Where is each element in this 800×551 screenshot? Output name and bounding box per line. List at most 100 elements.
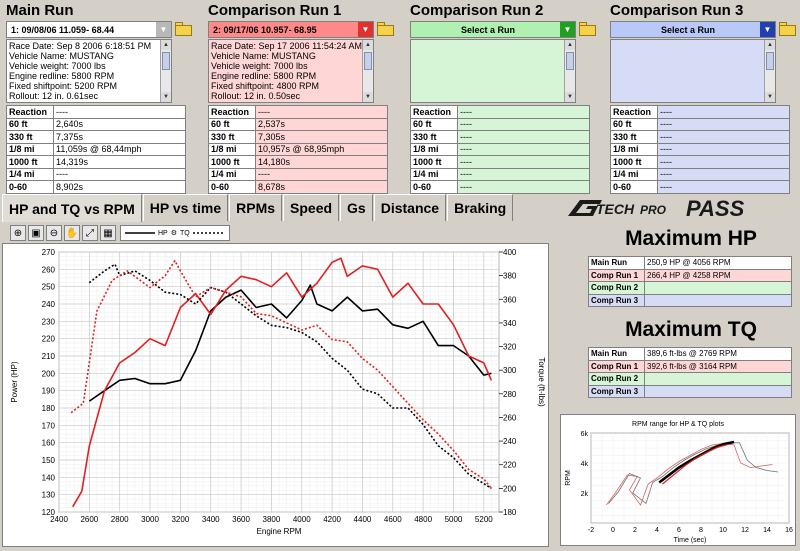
mini-x-tick: 14 — [763, 527, 771, 534]
stat-value: ---- — [457, 105, 590, 119]
stats-row: 1000 ft 14,180s — [208, 155, 388, 169]
run-stats-table: Reaction ---- 60 ft 2,537s 330 ft 7,305s… — [208, 105, 388, 194]
run-select[interactable]: 1: 09/08/06 11.059- 68.44 ▼ — [6, 21, 172, 38]
stat-value: ---- — [657, 117, 790, 131]
tab-hp-and-tq-vs-rpm[interactable]: HP and TQ vs RPM — [2, 194, 142, 222]
tab-hp-vs-time[interactable]: HP vs time — [142, 194, 229, 221]
zoom-box-icon[interactable]: ▣ — [28, 225, 44, 241]
tab-rpms[interactable]: RPMs — [229, 194, 283, 221]
scroll-down-icon[interactable]: ▼ — [765, 92, 775, 102]
x-tick-label: 3800 — [263, 515, 281, 524]
chevron-down-icon[interactable]: ▼ — [156, 22, 171, 37]
open-folder-icon[interactable] — [578, 21, 598, 37]
stats-row: 0-60 8,678s — [208, 180, 388, 194]
run-title: Main Run — [6, 2, 74, 19]
x-tick-label: 5000 — [445, 515, 463, 524]
stats-row: 60 ft 2,537s — [208, 117, 388, 131]
tab-speed[interactable]: Speed — [283, 194, 340, 221]
stat-label: Reaction — [208, 105, 256, 119]
max-row: Comp Run 2 — [588, 281, 792, 295]
stat-label: 60 ft — [610, 117, 658, 131]
scroll-down-icon[interactable]: ▼ — [565, 92, 575, 102]
y-tick-label: 270 — [42, 248, 56, 257]
y-tick-label: 150 — [42, 456, 56, 465]
mini-comp-range — [662, 443, 729, 485]
scroll-thumb[interactable] — [566, 52, 574, 70]
y2-tick-label: 300 — [503, 366, 517, 375]
mini-x-tick: 0 — [611, 527, 615, 534]
scroll-thumb[interactable] — [364, 52, 372, 70]
scroll-up-icon[interactable]: ▲ — [765, 40, 775, 50]
x-tick-label: 2400 — [50, 515, 68, 524]
run-select[interactable]: 2: 09/17/06 10.957- 68.95 ▼ — [208, 21, 374, 38]
scroll-up-icon[interactable]: ▲ — [363, 40, 373, 50]
stat-value: ---- — [657, 155, 790, 169]
stat-label: 0-60 — [208, 180, 256, 194]
mini-main-trace — [608, 442, 779, 505]
run-info-box[interactable]: Race Date: Sep 17 2006 11:54:24 AM Vehicl… — [208, 39, 374, 103]
chevron-down-icon[interactable]: ▼ — [358, 22, 373, 37]
stats-row: 1/8 mi 10,957s @ 68,95mph — [208, 142, 388, 156]
stat-value: ---- — [657, 167, 790, 181]
stat-label: 1/8 mi — [208, 142, 256, 156]
scroll-down-icon[interactable]: ▼ — [363, 92, 373, 102]
stat-value: ---- — [657, 105, 790, 119]
stat-label: 1000 ft — [410, 155, 458, 169]
max-row-label: Main Run — [588, 256, 645, 270]
scroll-down-icon[interactable]: ▼ — [161, 92, 171, 102]
scroll-up-icon[interactable]: ▲ — [565, 40, 575, 50]
scroll-up-icon[interactable]: ▲ — [161, 40, 171, 50]
stat-value: 7,305s — [255, 130, 388, 144]
run-info-box[interactable]: Race Date: Sep 8 2006 6:18:51 PM Vehicle … — [6, 39, 172, 103]
stat-label: 0-60 — [410, 180, 458, 194]
logo-brand: TECH — [596, 201, 635, 217]
info-scrollbar[interactable]: ▲ ▼ — [160, 40, 171, 102]
info-scrollbar[interactable]: ▲ ▼ — [764, 40, 775, 102]
hp-tq-chart[interactable]: 2400 2600 2800 3000 3200 3400 3600 3800 4000 4200… — [2, 243, 549, 547]
stat-value: ---- — [457, 130, 590, 144]
open-folder-icon[interactable] — [376, 21, 396, 37]
y-tick-label: 170 — [42, 421, 56, 430]
max-tq-table: Main Run 389,6 ft-lbs @ 2769 RPM Comp Run… — [588, 347, 792, 398]
run-info-box[interactable]: ▲ ▼ — [410, 39, 576, 103]
run-info-line: Rollout: 12 in. 0.61sec — [9, 91, 99, 101]
mini-chart-title: RPM range for HP & TQ plots — [632, 421, 724, 428]
info-scrollbar[interactable]: ▲ ▼ — [362, 40, 373, 102]
scroll-thumb[interactable] — [766, 52, 774, 70]
mini-x-tick: 12 — [741, 527, 749, 534]
zoom-icon[interactable]: ⊕ — [10, 225, 26, 241]
y2-tick-label: 400 — [503, 248, 517, 257]
tab-gs[interactable]: Gs — [340, 194, 373, 221]
tab-braking[interactable]: Braking — [447, 194, 514, 221]
grid-icon[interactable]: ▦ — [100, 225, 116, 241]
max-row: Main Run 389,6 ft-lbs @ 2769 RPM — [588, 347, 792, 361]
x-tick-label: 4200 — [323, 515, 341, 524]
run-select[interactable]: Select a Run ▼ — [610, 21, 776, 38]
stat-label: Reaction — [610, 105, 658, 119]
max-row-label: Comp Run 2 — [588, 372, 645, 386]
x-tick-label: 3200 — [171, 515, 189, 524]
run-select-value: Select a Run — [460, 24, 516, 35]
plot-legend[interactable]: HP ⚙ TQ — [120, 225, 230, 241]
mini-main-range — [658, 440, 735, 484]
mini-x-tick: 16 — [785, 527, 793, 534]
run-select[interactable]: Select a Run ▼ — [410, 21, 576, 38]
tab-distance[interactable]: Distance — [373, 194, 447, 221]
rpm-range-chart[interactable]: RPM range for HP & TQ plots -2 0 2 4 6 8 10 12 14… — [560, 414, 796, 546]
run-info-box[interactable]: ▲ ▼ — [610, 39, 776, 103]
max-row-value — [644, 293, 792, 307]
fit-icon[interactable]: ⤢ — [82, 225, 98, 241]
scroll-thumb[interactable] — [162, 52, 170, 70]
stat-label: 330 ft — [410, 130, 458, 144]
x-tick-label: 4400 — [354, 515, 372, 524]
chevron-down-icon[interactable]: ▼ — [560, 22, 575, 37]
zoom-out-icon[interactable]: ⊖ — [46, 225, 62, 241]
open-folder-icon[interactable] — [778, 21, 798, 37]
y2-tick-label: 380 — [503, 272, 517, 281]
info-scrollbar[interactable]: ▲ ▼ — [564, 40, 575, 102]
chevron-down-icon[interactable]: ▼ — [760, 22, 775, 37]
pan-hand-icon[interactable]: ✋ — [64, 225, 80, 241]
stat-value: 7,375s — [53, 130, 186, 144]
stats-row: 1/4 mi ---- — [6, 167, 186, 181]
open-folder-icon[interactable] — [174, 21, 194, 37]
